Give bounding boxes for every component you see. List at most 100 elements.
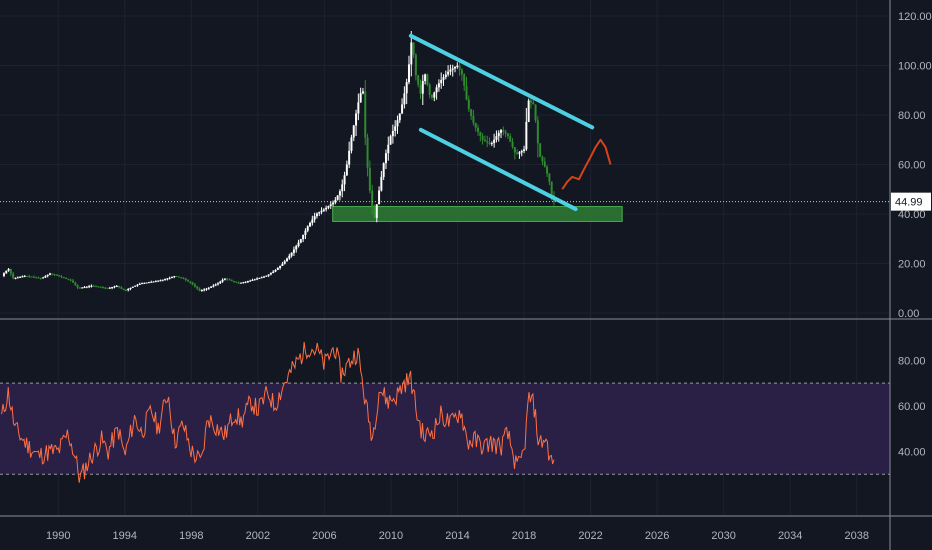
candle-body bbox=[286, 258, 289, 262]
candle-body bbox=[120, 287, 123, 289]
candle-body bbox=[465, 85, 468, 100]
rsi-axis[interactable]: 40.00 60.00 80.00 bbox=[898, 355, 926, 458]
candle-body bbox=[269, 273, 272, 275]
candle-body bbox=[216, 283, 219, 285]
rsi-line bbox=[1, 341, 555, 483]
candle-body bbox=[472, 115, 475, 123]
candle-body bbox=[502, 130, 505, 132]
candle-body bbox=[493, 139, 496, 144]
candle-body bbox=[12, 273, 15, 279]
candle-body bbox=[350, 137, 353, 151]
candle-body bbox=[35, 277, 38, 279]
candle-body bbox=[44, 276, 47, 278]
candle-body bbox=[244, 281, 247, 283]
candle-body bbox=[506, 133, 509, 137]
candle-body bbox=[288, 255, 291, 259]
candle-body bbox=[396, 120, 399, 127]
candle-body bbox=[486, 141, 489, 143]
candle-body bbox=[309, 222, 312, 227]
candle-body bbox=[145, 282, 148, 284]
candle-body bbox=[315, 213, 318, 217]
candle-body bbox=[115, 285, 118, 287]
candle-body bbox=[74, 282, 77, 286]
candle-body bbox=[226, 278, 229, 280]
candle-body bbox=[198, 288, 201, 291]
candle-body bbox=[394, 126, 397, 131]
candle-body bbox=[306, 226, 309, 231]
candle-body bbox=[419, 84, 422, 94]
candle-body bbox=[481, 135, 484, 140]
candle-body bbox=[97, 286, 100, 288]
candle-body bbox=[424, 74, 427, 81]
candle-body bbox=[108, 287, 111, 289]
candle-body bbox=[336, 195, 339, 200]
candle-body bbox=[378, 190, 381, 205]
candle-body bbox=[166, 278, 169, 280]
time-tick-label: 2006 bbox=[312, 530, 336, 542]
candle-body bbox=[69, 279, 72, 281]
candle-body bbox=[366, 137, 369, 168]
candle-body bbox=[525, 121, 528, 150]
candle-body bbox=[157, 280, 160, 282]
rsi-tick-label: 80.00 bbox=[898, 355, 926, 367]
candle-body bbox=[131, 286, 134, 288]
price-tick-label: 20.00 bbox=[898, 259, 926, 271]
candle-body bbox=[9, 268, 12, 274]
candle-body bbox=[442, 77, 445, 80]
candle-body bbox=[548, 173, 551, 182]
candle-body bbox=[239, 282, 242, 284]
candle-body bbox=[118, 285, 121, 288]
candle-body bbox=[414, 54, 417, 76]
candle-body bbox=[72, 280, 75, 283]
candle-body bbox=[170, 276, 173, 278]
candle-body bbox=[184, 278, 187, 280]
candle-body bbox=[203, 289, 206, 291]
candle-body bbox=[48, 273, 51, 275]
price-candles bbox=[2, 30, 555, 292]
last-price-tag bbox=[891, 192, 931, 211]
candle-body bbox=[67, 278, 70, 280]
price-axis[interactable]: 0.00 20.00 40.00 60.00 80.00 100.00 120.00 bbox=[898, 11, 932, 320]
candle-body bbox=[550, 181, 553, 196]
candle-body bbox=[447, 71, 450, 75]
candle-body bbox=[302, 234, 305, 240]
candle-body bbox=[246, 281, 249, 283]
candle-body bbox=[58, 275, 61, 277]
candle-body bbox=[449, 69, 452, 72]
candle-body bbox=[55, 274, 58, 276]
candle-body bbox=[177, 276, 180, 278]
time-tick-label: 2022 bbox=[578, 530, 602, 542]
candle-body bbox=[210, 286, 213, 288]
candle-body bbox=[384, 153, 387, 164]
candle-body bbox=[173, 276, 176, 278]
candle-body bbox=[101, 287, 104, 289]
candle-body bbox=[161, 279, 164, 281]
time-tick-label: 2034 bbox=[778, 530, 802, 542]
candle-body bbox=[111, 287, 114, 289]
candle-body bbox=[417, 75, 420, 85]
candle-body bbox=[405, 82, 408, 94]
candle-body bbox=[391, 130, 394, 137]
time-tick-label: 1994 bbox=[113, 530, 137, 542]
candle-body bbox=[357, 102, 360, 114]
rsi-tick-label: 60.00 bbox=[898, 401, 926, 413]
candle-body bbox=[78, 287, 81, 289]
candle-body bbox=[39, 277, 42, 279]
candle-body bbox=[364, 91, 367, 138]
channel-lower-line bbox=[418, 127, 578, 212]
candle-body bbox=[543, 161, 546, 167]
candle-body bbox=[527, 100, 530, 122]
candle-body bbox=[534, 104, 537, 121]
price-tick-label: 0.00 bbox=[898, 308, 919, 320]
candle-body bbox=[546, 166, 549, 174]
candle-body bbox=[516, 152, 519, 154]
candle-body bbox=[263, 276, 266, 278]
candle-body bbox=[403, 93, 406, 105]
price-tick-label: 80.00 bbox=[898, 110, 926, 122]
candle-body bbox=[228, 279, 231, 281]
candle-body bbox=[359, 93, 362, 103]
candle-body bbox=[297, 242, 300, 247]
time-axis[interactable]: 1990 1994 1998 2002 2006 2010 2014 2018 2022 2026… bbox=[46, 530, 869, 542]
